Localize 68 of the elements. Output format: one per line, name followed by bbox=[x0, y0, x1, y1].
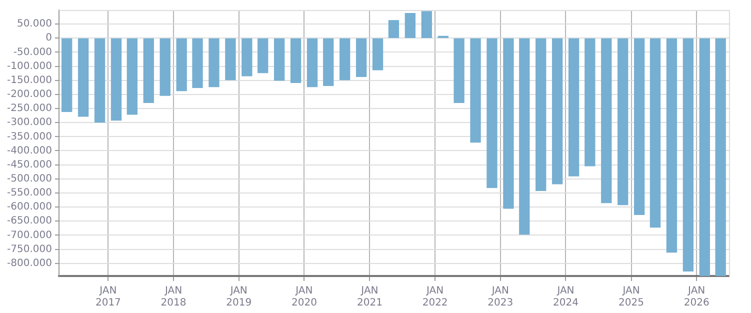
y-tick-label: -50.000 bbox=[13, 46, 52, 58]
x-tick-label: JAN 2023 bbox=[488, 286, 514, 309]
x-tick-label: JAN 2022 bbox=[422, 286, 448, 309]
bar bbox=[552, 38, 563, 184]
y-tick-label: -100.000 bbox=[6, 60, 52, 72]
bar bbox=[682, 38, 694, 272]
y-tick-label: -200.000 bbox=[6, 89, 52, 100]
bar bbox=[536, 38, 546, 192]
y-tick-label: -500.000 bbox=[6, 173, 52, 184]
x-tick-label: JAN 2018 bbox=[160, 286, 186, 309]
bar bbox=[372, 38, 384, 70]
bar bbox=[356, 38, 367, 78]
bar bbox=[503, 38, 514, 209]
y-tick-label: 50.000 bbox=[16, 18, 52, 30]
y-tick-label: 0 bbox=[46, 32, 52, 44]
bar bbox=[176, 38, 187, 92]
bar bbox=[584, 38, 596, 166]
bar bbox=[486, 38, 498, 188]
bar bbox=[126, 38, 138, 115]
y-tick-label: -250.000 bbox=[6, 103, 52, 114]
bar bbox=[650, 38, 661, 228]
x-tick-label: JAN 2025 bbox=[618, 286, 644, 309]
bar bbox=[666, 38, 678, 253]
bar bbox=[94, 38, 106, 123]
y-tick-label: -750.000 bbox=[6, 244, 52, 255]
bar bbox=[110, 38, 122, 121]
bar bbox=[62, 38, 72, 112]
bar bbox=[421, 11, 432, 38]
y-tick-label: -150.000 bbox=[6, 74, 52, 86]
bar bbox=[192, 38, 203, 88]
bar bbox=[699, 38, 710, 276]
y-tick-label: -600.000 bbox=[6, 202, 52, 213]
bar bbox=[715, 38, 726, 276]
bar bbox=[634, 38, 645, 215]
x-tick-label: JAN 2020 bbox=[291, 286, 317, 309]
bar bbox=[404, 13, 416, 38]
bar bbox=[274, 38, 285, 81]
bar bbox=[454, 38, 464, 103]
bar bbox=[143, 38, 154, 103]
y-tick-label: -300.000 bbox=[6, 117, 52, 128]
bar bbox=[470, 38, 481, 143]
bar bbox=[519, 38, 530, 235]
y-tick-label: -400.000 bbox=[6, 145, 52, 156]
bar bbox=[290, 38, 302, 83]
bar bbox=[388, 20, 400, 38]
bar bbox=[78, 38, 89, 117]
bar bbox=[618, 38, 628, 206]
x-tick-label: JAN 2019 bbox=[226, 286, 252, 309]
y-tick-label: -450.000 bbox=[6, 159, 52, 170]
bar bbox=[225, 38, 236, 80]
y-tick-label: -650.000 bbox=[6, 216, 52, 227]
x-tick-label: JAN 2017 bbox=[95, 286, 121, 309]
bar bbox=[208, 38, 220, 88]
x-tick-label: JAN 2021 bbox=[357, 286, 382, 309]
bar bbox=[340, 38, 350, 80]
y-tick-label: -350.000 bbox=[6, 131, 52, 142]
bar bbox=[258, 38, 268, 74]
bar bbox=[601, 38, 612, 204]
x-tick-label: JAN 2026 bbox=[684, 286, 710, 309]
y-tick-label: -700.000 bbox=[6, 230, 52, 241]
bar bbox=[323, 38, 334, 86]
x-tick-label: JAN 2024 bbox=[553, 286, 578, 309]
y-tick-label: -800.000 bbox=[6, 258, 52, 269]
bar bbox=[242, 38, 252, 76]
bar bbox=[306, 38, 318, 88]
y-tick-label: -550.000 bbox=[6, 188, 52, 199]
bar bbox=[160, 38, 170, 96]
bar bbox=[568, 38, 580, 176]
